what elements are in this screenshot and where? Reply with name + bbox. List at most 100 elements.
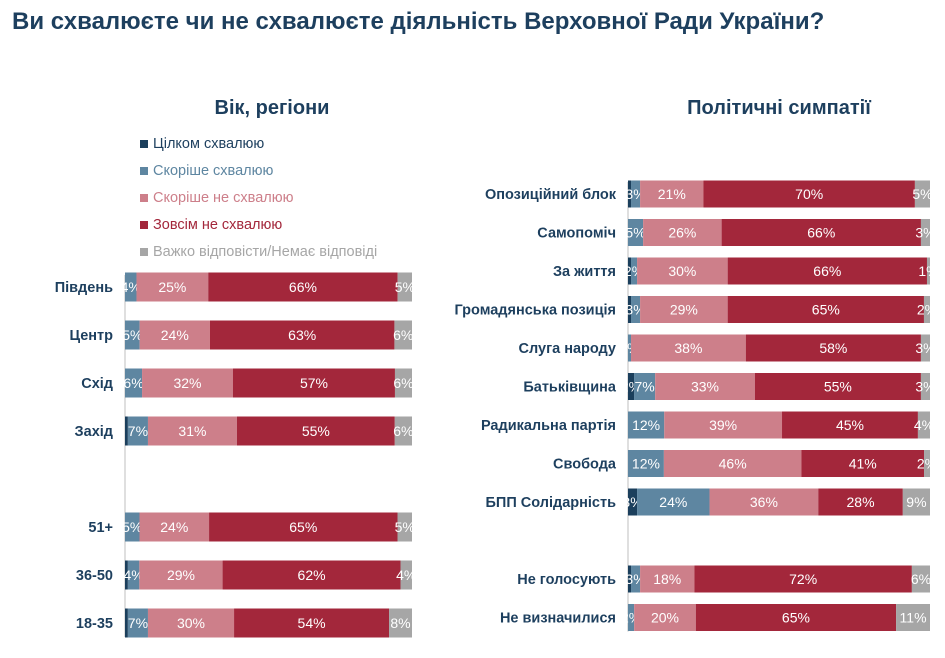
right-chart-subtitle: Політичні симпатії <box>687 97 871 119</box>
right-bar-segment-hard-to-say <box>920 219 930 246</box>
left-bar-segment-hard-to-say <box>394 320 412 350</box>
right-data-label: 4% <box>914 417 934 433</box>
right-bar-segment-fully-disapprove <box>727 257 927 285</box>
right-bar-segment-rather-approve <box>634 373 656 400</box>
left-category-label: 51+ <box>88 520 113 536</box>
right-data-label: 26% <box>668 225 696 241</box>
left-bar-segment-hard-to-say <box>397 272 412 302</box>
left-data-label: 54% <box>298 615 326 631</box>
left-bar-segment-rather-approve <box>127 560 140 590</box>
left-data-label: 6% <box>393 375 413 391</box>
right-data-label: 1% <box>918 263 938 279</box>
right-bar-segment-fully-approve <box>628 565 632 593</box>
left-category-label: 18-35 <box>76 616 113 632</box>
left-data-label: 30% <box>177 615 205 631</box>
left-data-label: 5% <box>395 519 415 535</box>
right-bar-segment-fully-approve <box>628 373 635 400</box>
right-data-label: 12% <box>632 456 660 472</box>
left-bar-segment-rather-disapprove <box>147 416 237 446</box>
left-data-label: 5% <box>395 279 415 295</box>
left-data-label: 25% <box>158 279 186 295</box>
left-data-label: 24% <box>161 327 189 343</box>
left-data-label: 5% <box>122 519 142 535</box>
left-data-label: 5% <box>122 327 142 343</box>
left-bar-segment-hard-to-say <box>397 512 412 542</box>
right-bar-segment-fully-disapprove <box>695 604 897 631</box>
right-bar-segment-rather-approve <box>631 180 641 208</box>
right-data-label: 3% <box>915 225 935 241</box>
left-bar-segment-hard-to-say <box>389 608 412 638</box>
right-data-label: 3% <box>915 379 935 395</box>
left-bar-segment-rather-disapprove <box>139 512 210 542</box>
left-bar-segment-fully-disapprove <box>236 416 395 446</box>
legend-swatch <box>140 193 148 202</box>
right-bar-segment-rather-approve <box>628 334 632 362</box>
right-bar-segment-fully-disapprove <box>782 411 918 439</box>
right-bar-segment-rather-disapprove <box>640 565 695 593</box>
right-bar-segment-hard-to-say <box>902 488 930 516</box>
right-bar-segment-rather-approve <box>628 450 664 477</box>
right-data-label: 12% <box>632 417 660 433</box>
left-data-label: 66% <box>289 279 317 295</box>
right-category-label: Не голосують <box>517 572 616 588</box>
left-data-label: 6% <box>393 423 413 439</box>
left-category-label: Схід <box>81 376 113 392</box>
right-bar-segment-hard-to-say <box>914 180 930 208</box>
right-bar-segment-fully-disapprove <box>818 488 903 516</box>
right-bar-segment-fully-approve <box>628 180 632 208</box>
left-bar-segment-rather-approve <box>125 272 137 302</box>
right-data-label: 41% <box>849 456 877 472</box>
left-data-label: 57% <box>300 375 328 391</box>
right-data-label: 66% <box>813 263 841 279</box>
left-bar-segment-fully-disapprove <box>234 608 390 638</box>
left-chart-subtitle: Вік, регіони <box>214 97 330 119</box>
right-data-label: 21% <box>658 186 686 202</box>
legend-swatch <box>140 139 148 148</box>
right-data-label: 18% <box>653 571 681 587</box>
right-data-label: 65% <box>812 302 840 318</box>
left-category-label: Центр <box>69 328 113 344</box>
right-category-label: Радикальна партія <box>481 418 616 434</box>
left-bar-segment-fully-disapprove <box>222 560 401 590</box>
right-data-label: 9% <box>906 494 926 510</box>
left-data-label: 4% <box>121 279 141 295</box>
left-data-label: 63% <box>288 327 316 343</box>
right-bar-segment-rather-disapprove <box>655 373 755 400</box>
right-category-label: Самопоміч <box>537 226 616 242</box>
right-data-label: 5% <box>625 225 645 241</box>
right-data-label: 5% <box>912 186 932 202</box>
legend-item-hard-to-say: Важко відповісти/Немає відповіді <box>140 238 377 265</box>
right-data-label: 2% <box>917 302 937 318</box>
left-bar-segment-fully-disapprove <box>209 320 395 350</box>
left-category-label: Південь <box>55 280 113 296</box>
right-bar-segment-fully-disapprove <box>703 180 915 208</box>
right-bar-segment-hard-to-say <box>926 257 930 285</box>
right-data-label: 70% <box>795 186 823 202</box>
left-data-label: 62% <box>298 567 326 583</box>
legend-item-rather-disapprove: Скоріше не схвалюю <box>140 184 377 211</box>
right-data-label: 55% <box>824 379 852 395</box>
right-category-label: Свобода <box>553 457 617 473</box>
left-category-label: Захід <box>75 424 113 440</box>
right-data-label: 11% <box>900 610 927 626</box>
right-category-label: Не визначилися <box>500 611 616 627</box>
right-data-label: 6% <box>911 571 931 587</box>
left-data-label: 31% <box>178 423 206 439</box>
right-data-label: 58% <box>819 340 847 356</box>
right-bar-segment-fully-disapprove <box>727 296 924 323</box>
right-data-label: 20% <box>651 610 679 626</box>
right-category-label: Слуга народу <box>519 341 616 357</box>
left-data-label: 55% <box>302 423 330 439</box>
right-data-label: 29% <box>670 302 698 318</box>
left-bar-segment-fully-disapprove <box>209 512 398 542</box>
legend-label: Цілком схвалюю <box>153 135 265 152</box>
left-bar-segment-rather-approve <box>127 608 148 638</box>
legend-label: Скоріше не схвалюю <box>153 189 294 206</box>
legend-swatch <box>140 220 148 229</box>
left-bar-segment-rather-disapprove <box>147 608 235 638</box>
right-bar-segment-rather-disapprove <box>631 334 746 362</box>
left-bar-segment-rather-disapprove <box>142 368 233 398</box>
right-bar-segment-rather-disapprove <box>643 219 722 246</box>
right-bar-segment-hard-to-say <box>924 450 930 477</box>
legend-label: Зовсім не схвалюю <box>153 216 283 233</box>
